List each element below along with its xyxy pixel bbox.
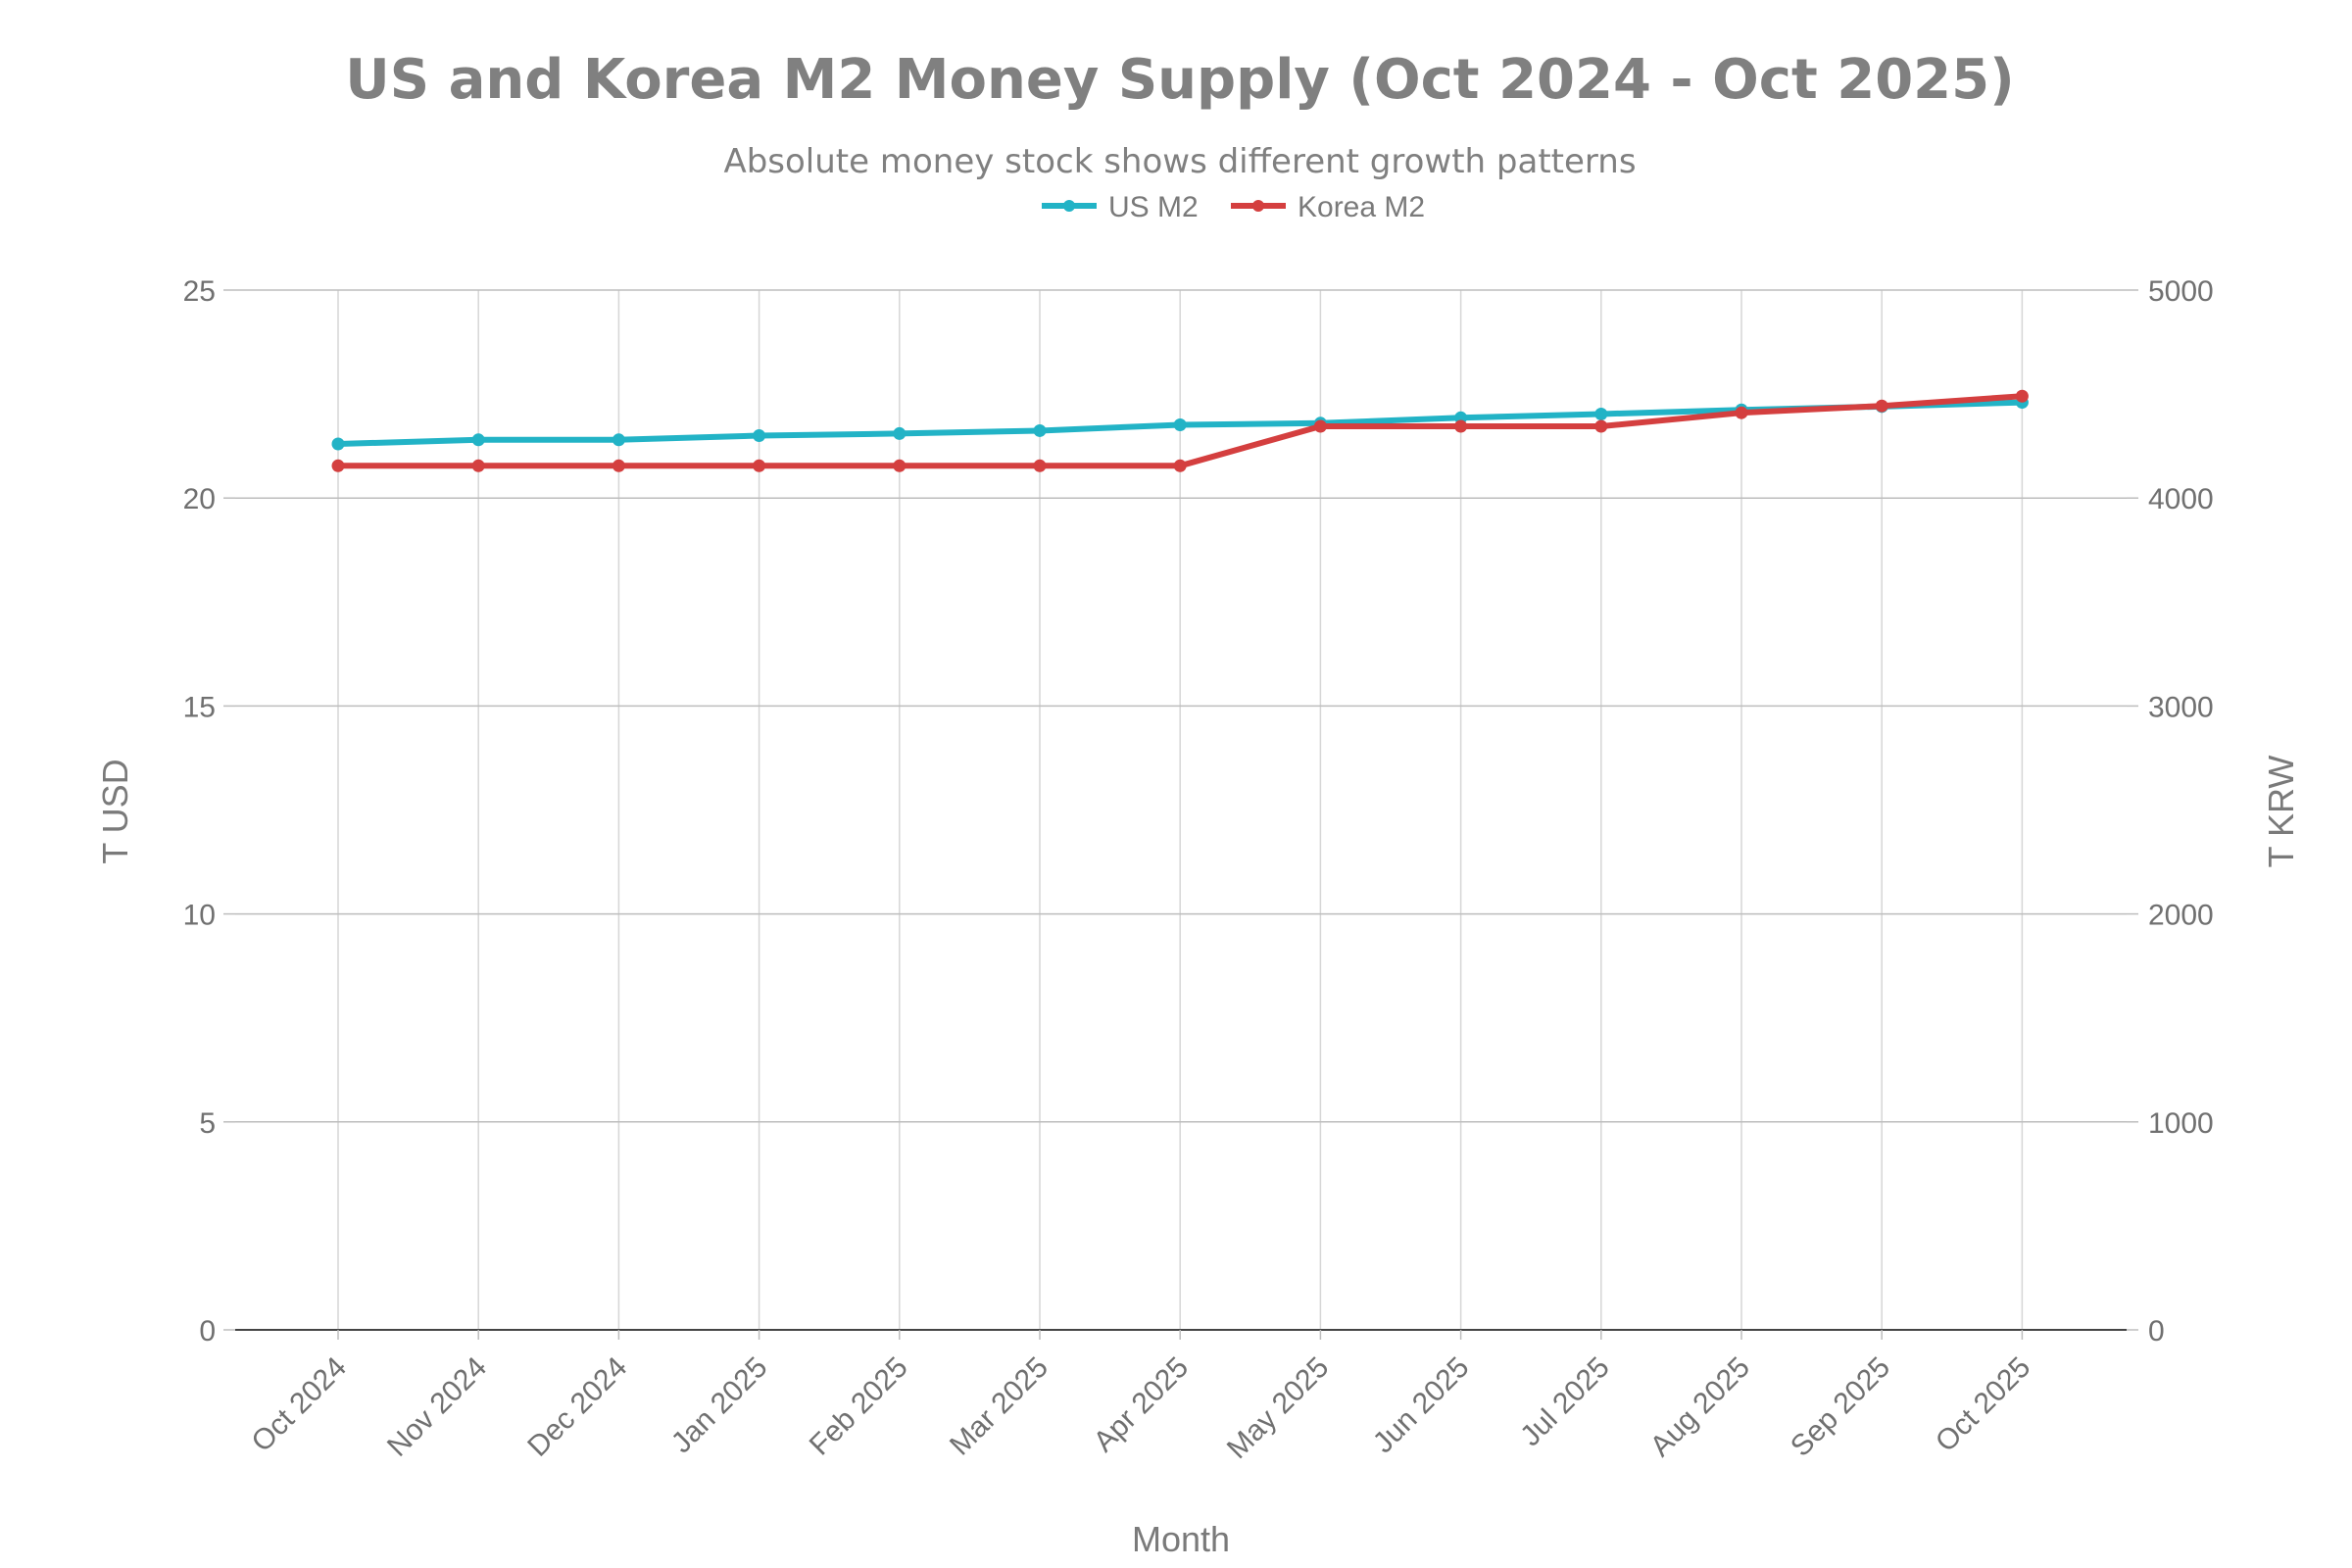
y-right-tick-label: 4000 [2148,483,2214,515]
data-point-us-m2 [1173,418,1187,432]
data-point-us-m2 [612,433,625,447]
y-right-tick-label: 2000 [2148,900,2214,932]
x-tick-label: Jun 2025 [1367,1351,1476,1460]
x-tick-label: Apr 2025 [1088,1351,1195,1458]
x-tick-label: Feb 2025 [804,1351,914,1462]
legend-item-us-m2[interactable]: US M2 [1042,191,1199,223]
y-left-tick-label: 0 [199,1315,216,1348]
data-point-korea-m2 [471,459,485,472]
data-point-korea-m2 [1033,459,1047,472]
data-point-us-m2 [893,426,906,440]
data-point-korea-m2 [1173,459,1187,472]
legend-marker-us-m2 [1063,200,1075,212]
data-point-korea-m2 [1454,419,1468,433]
y-left-tick-label: 25 [183,275,216,308]
data-point-us-m2 [1033,423,1047,437]
data-point-us-m2 [331,437,345,451]
data-point-korea-m2 [612,459,625,472]
legend-label-us-m2: US M2 [1108,191,1199,223]
axes: 0 5 10 15 20 25 0 1000 2000 3000 4000 5000 Oct 2024 N… [183,275,2214,1465]
y-right-tick-label: 3000 [2148,691,2214,723]
legend-item-korea-m2[interactable]: Korea M2 [1231,191,1425,223]
y-right-tick-label: 1000 [2148,1107,2214,1140]
x-axis-title: Month [1132,1519,1230,1559]
chart-subtitle: Absolute money stock shows different gro… [723,142,1636,181]
data-point-korea-m2 [331,459,345,472]
x-tick-label: Aug 2025 [1644,1351,1756,1463]
data-point-korea-m2 [1735,406,1748,419]
x-tick-label: Oct 2025 [1930,1351,2036,1458]
y-right-tick-label: 0 [2148,1315,2165,1348]
x-tick-label: Oct 2024 [246,1351,353,1458]
data-point-us-m2 [471,433,485,447]
y-left-tick-label: 20 [183,483,216,515]
x-tick-label: Mar 2025 [944,1351,1054,1462]
data-point-korea-m2 [1313,419,1327,433]
legend-label-korea-m2: Korea M2 [1298,191,1425,223]
data-point-korea-m2 [893,459,906,472]
x-tick-label: May 2025 [1221,1351,1335,1465]
data-point-korea-m2 [753,459,766,472]
x-tick-label: Dec 2024 [521,1351,633,1463]
y-axis-left-title: T USD [95,759,135,863]
data-point-korea-m2 [1594,419,1608,433]
legend-marker-korea-m2 [1252,200,1264,212]
y-left-tick-label: 10 [183,900,216,932]
x-tick-label: Sep 2025 [1785,1351,1896,1463]
series [331,389,2029,472]
y-axis-right-title: T KRW [2261,756,2301,868]
x-tick-label: Jan 2025 [665,1351,774,1460]
data-point-korea-m2 [1875,399,1888,413]
y-left-tick-label: 15 [183,691,216,723]
grid [235,289,2127,1330]
x-tick-label: Jul 2025 [1514,1351,1616,1453]
data-point-us-m2 [1594,407,1608,420]
x-tick-label: Nov 2024 [381,1351,493,1463]
y-right-tick-label: 5000 [2148,275,2214,308]
y-left-tick-label: 5 [199,1107,216,1140]
data-point-us-m2 [753,429,766,443]
chart-title: US and Korea M2 Money Supply (Oct 2024 -… [345,48,2014,112]
legend: US M2 Korea M2 [1042,191,1425,223]
data-point-korea-m2 [2015,389,2029,403]
